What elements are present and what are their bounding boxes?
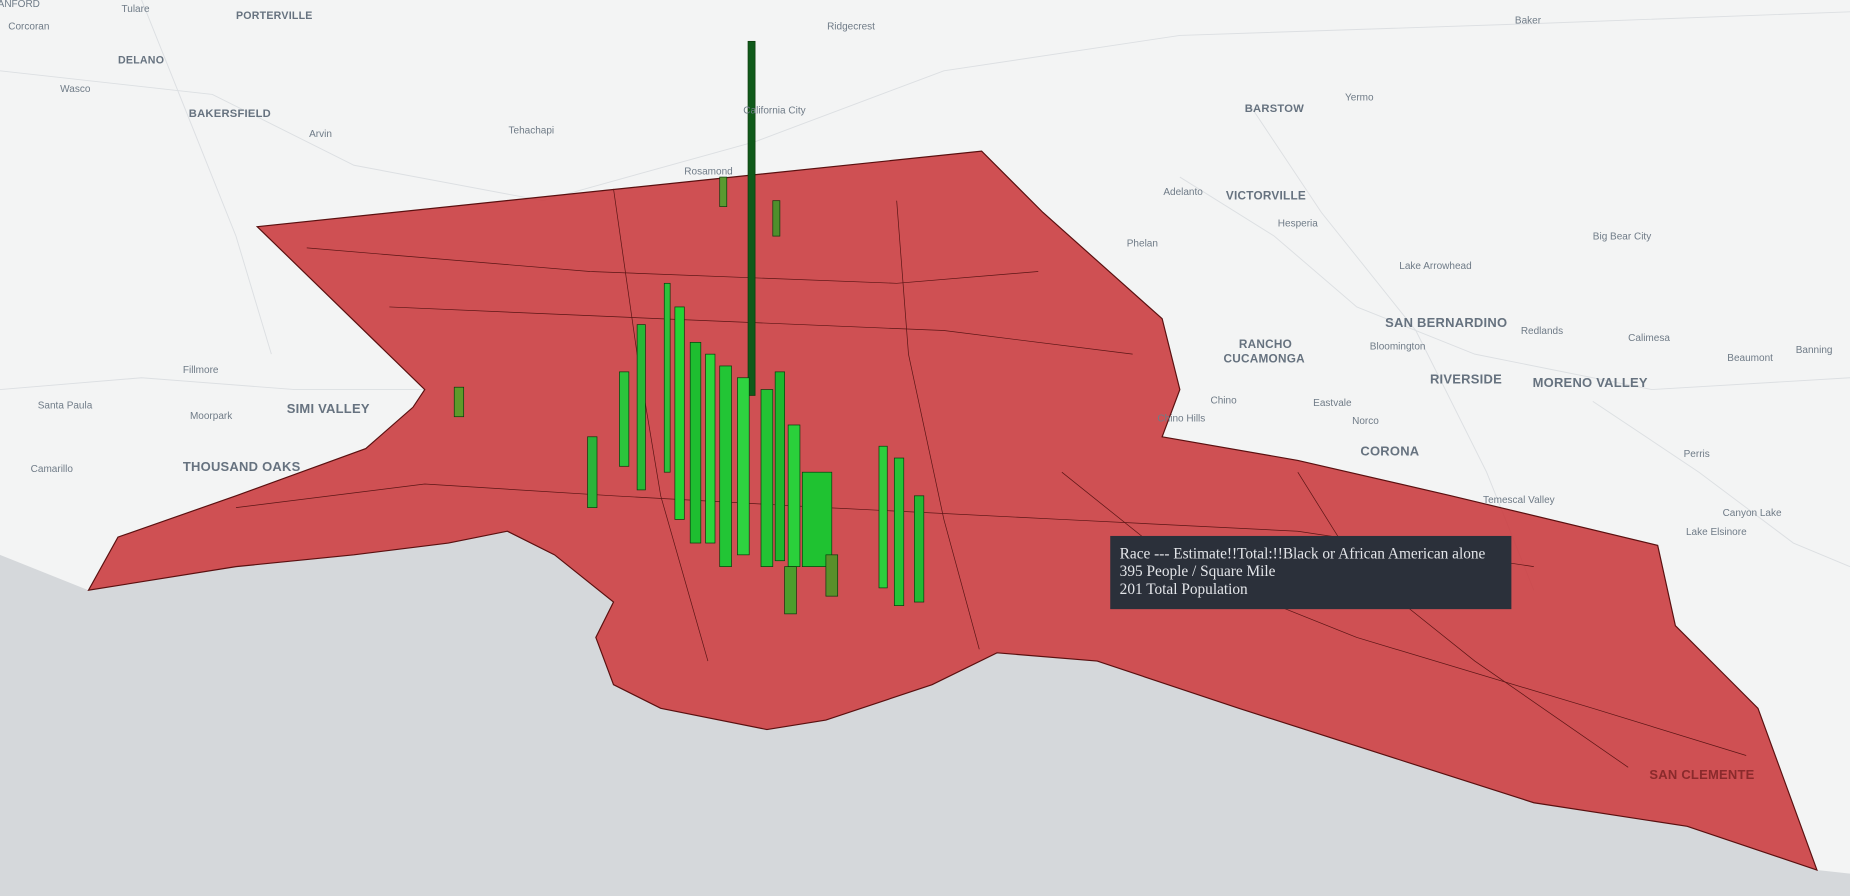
- ocean: [0, 531, 1850, 896]
- place-label: Perris: [1684, 449, 1710, 460]
- place-label: Calimesa: [1628, 333, 1670, 344]
- place-label: Santa Paula: [38, 400, 93, 411]
- place-label: Moorpark: [190, 411, 233, 422]
- place-label: Rosamond: [684, 167, 732, 178]
- place-label: Lake Arrowhead: [1399, 261, 1471, 272]
- place-label: RIVERSIDE: [1430, 372, 1502, 387]
- place-label: Tehachapi: [509, 125, 555, 136]
- place-label: Redlands: [1521, 326, 1563, 337]
- place-label: THOUSAND OAKS: [183, 459, 301, 474]
- density-bars: [453, 40, 925, 615]
- place-label: MORENO VALLEY: [1533, 375, 1648, 390]
- place-label: Tulare: [122, 4, 150, 15]
- place-label: SIMI VALLEY: [287, 401, 370, 416]
- place-labels: ANFORD Tulare PORTERVILLE Corcoran DELAN…: [0, 0, 1832, 782]
- place-label: Ridgecrest: [827, 22, 875, 33]
- place-label: Lake Elsinore: [1686, 527, 1747, 538]
- place-label: SAN CLEMENTE: [1649, 767, 1754, 782]
- place-label: Adelanto: [1163, 187, 1203, 198]
- place-label: Eastvale: [1313, 398, 1352, 409]
- place-label: Chino Hills: [1157, 413, 1205, 424]
- place-label: Temescal Valley: [1483, 495, 1555, 506]
- place-label: ANFORD: [0, 0, 40, 10]
- place-label: Yermo: [1345, 92, 1374, 103]
- place-label: CUCAMONGA: [1224, 351, 1306, 365]
- place-label: Chino: [1211, 396, 1238, 407]
- place-label: Baker: [1515, 16, 1542, 27]
- place-label: Banning: [1796, 345, 1833, 356]
- place-label: Phelan: [1127, 239, 1158, 250]
- place-label: Canyon Lake: [1723, 508, 1782, 519]
- place-label: Arvin: [309, 129, 332, 140]
- place-label: RANCHO: [1239, 337, 1292, 351]
- tooltip-line: 201 Total Population: [1120, 581, 1248, 598]
- place-label: Bloomington: [1370, 341, 1426, 352]
- place-label: VICTORVILLE: [1226, 189, 1306, 203]
- place-label: Camarillo: [31, 464, 74, 475]
- place-label: Norco: [1352, 416, 1379, 427]
- place-label: DELANO: [118, 55, 164, 67]
- place-label: California City: [743, 105, 805, 116]
- place-label: Wasco: [60, 84, 91, 95]
- place-label: PORTERVILLE: [236, 10, 313, 22]
- place-label: Beaumont: [1727, 353, 1773, 364]
- tooltip-line: Race --- Estimate!!Total:!!Black or Afri…: [1120, 545, 1486, 562]
- place-label: BARSTOW: [1245, 103, 1304, 115]
- place-label: Fillmore: [183, 365, 219, 376]
- place-label: Big Bear City: [1593, 232, 1651, 243]
- place-label: CORONA: [1360, 444, 1419, 459]
- place-label: Hesperia: [1278, 219, 1319, 230]
- tooltip: Race --- Estimate!!Total:!!Black or Afri…: [1110, 535, 1512, 610]
- place-label: SAN BERNARDINO: [1385, 315, 1507, 330]
- place-label: BAKERSFIELD: [189, 108, 271, 120]
- tooltip-box: [1110, 535, 1512, 610]
- tooltip-line: 395 People / Square Mile: [1120, 563, 1276, 580]
- place-label: Corcoran: [8, 22, 49, 33]
- region-polygon: [87, 150, 1818, 871]
